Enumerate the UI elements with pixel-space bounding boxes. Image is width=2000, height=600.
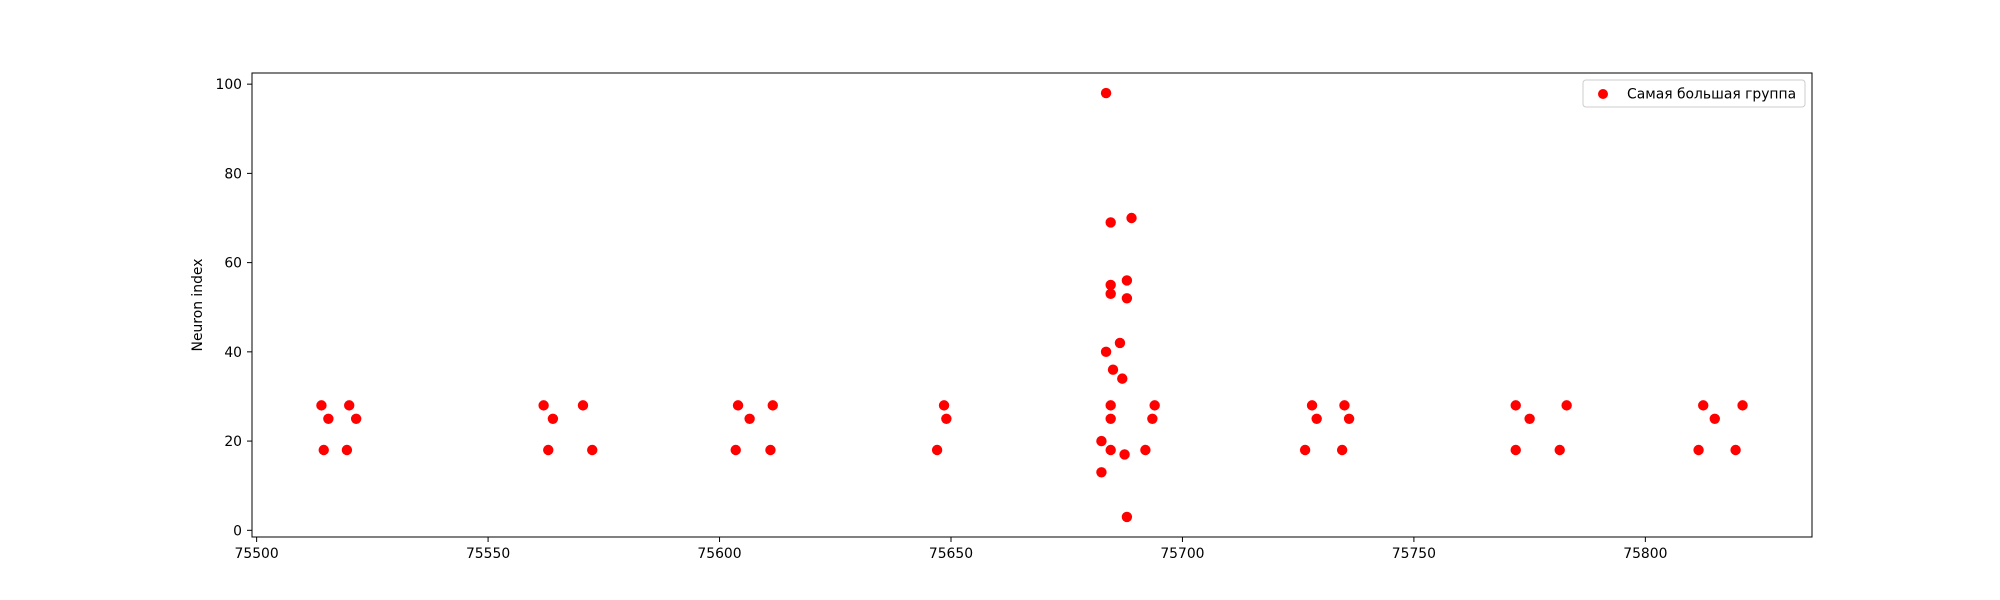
data-point (1121, 511, 1133, 523)
data-point (1730, 444, 1741, 456)
x-tick-label: 75650 (929, 546, 973, 562)
legend: Самая большая группа (1582, 79, 1806, 108)
data-point (341, 444, 353, 456)
data-point (1709, 413, 1720, 424)
data-point (344, 400, 355, 411)
data-point (730, 444, 741, 456)
data-point (1121, 293, 1133, 304)
x-tick-label: 75700 (1160, 546, 1204, 562)
data-point (1737, 400, 1748, 411)
data-point (577, 400, 589, 411)
legend-marker (1598, 89, 1608, 99)
data-point (1105, 413, 1116, 424)
data-point (1105, 217, 1116, 228)
data-point (1299, 444, 1311, 456)
data-point (1121, 275, 1133, 286)
data-point (931, 444, 943, 456)
data-point (1698, 400, 1709, 411)
x-tick-label: 75500 (235, 546, 279, 562)
data-point (587, 444, 598, 456)
data-point (1105, 288, 1116, 300)
data-point (1105, 279, 1116, 291)
x-tick-label: 75750 (1392, 546, 1436, 562)
legend-box (1582, 79, 1806, 108)
x-tick-label: 75800 (1623, 546, 1667, 562)
data-point (1149, 400, 1160, 411)
data-point (1100, 87, 1112, 99)
data-point (1510, 444, 1521, 456)
legend-label: Самая большая группа (1627, 87, 1796, 103)
plot-frame (251, 72, 1813, 538)
data-points (316, 87, 1748, 523)
x-axis: 75500 75550 75600 75650 75700 75750 75800 (235, 537, 1667, 562)
data-point (1554, 444, 1565, 456)
data-point (316, 400, 327, 411)
data-point (1107, 364, 1119, 375)
data-point (1117, 373, 1128, 384)
x-tick-label: 75550 (466, 546, 510, 562)
data-point (350, 413, 362, 424)
y-tick-label: 20 (224, 434, 242, 450)
data-point (1105, 400, 1116, 411)
y-tick-label: 100 (215, 77, 242, 93)
x-tick-label: 75600 (697, 546, 741, 562)
y-tick-label: 40 (224, 345, 242, 361)
data-point (547, 413, 559, 424)
data-point (765, 444, 776, 456)
data-point (543, 444, 554, 456)
y-axis: 0 20 40 60 80 100 (215, 77, 252, 539)
data-point (1339, 400, 1350, 411)
y-axis-label: Neuron index (190, 259, 206, 352)
data-point (1306, 400, 1318, 411)
data-point (1693, 444, 1704, 456)
data-point (1311, 413, 1322, 424)
data-point (1336, 444, 1348, 456)
data-point (1524, 413, 1535, 424)
data-point (318, 444, 329, 456)
data-point (1561, 400, 1572, 411)
y-tick-label: 0 (233, 523, 242, 539)
data-point (1510, 400, 1521, 411)
data-point (938, 400, 950, 411)
data-point (1126, 212, 1137, 224)
data-point (1140, 444, 1151, 456)
data-point (1096, 435, 1107, 447)
data-point (1147, 413, 1158, 424)
data-point (767, 400, 778, 411)
data-point (732, 400, 744, 411)
data-point (1114, 337, 1126, 349)
data-point (941, 413, 952, 424)
data-point (1119, 449, 1130, 460)
data-point (1105, 444, 1116, 456)
data-point (323, 413, 334, 424)
data-point (744, 413, 755, 424)
y-tick-label: 60 (224, 256, 242, 272)
data-point (1343, 413, 1355, 424)
y-tick-label: 80 (224, 166, 242, 182)
data-point (1100, 346, 1112, 358)
data-point (1096, 467, 1107, 478)
data-point (538, 400, 549, 411)
